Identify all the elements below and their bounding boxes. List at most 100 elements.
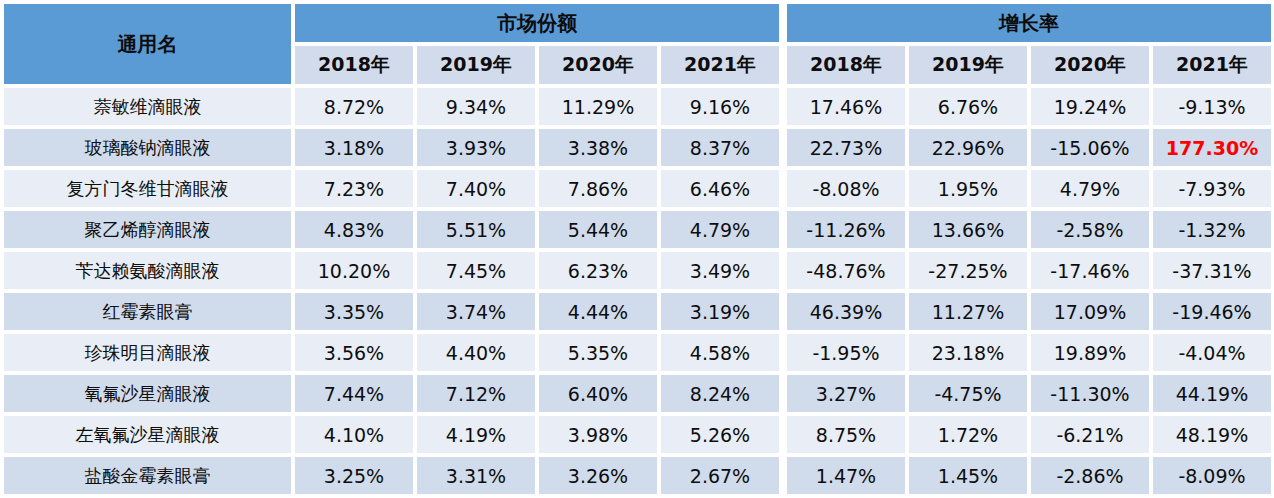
market-share-cell: 3.74%	[417, 293, 535, 330]
growth-rate-cell: 1.47%	[783, 457, 905, 494]
market-share-cell: 3.18%	[295, 129, 413, 166]
growth-rate-cell: -8.09%	[1153, 457, 1271, 494]
market-share-cell: 11.29%	[539, 88, 657, 125]
market-share-cell: 10.20%	[295, 252, 413, 289]
growth-rate-cell: -19.46%	[1153, 293, 1271, 330]
drug-name-cell: 聚乙烯醇滴眼液	[4, 211, 291, 248]
market-share-cell: 7.86%	[539, 170, 657, 207]
market-share-cell: 3.56%	[295, 334, 413, 371]
growth-rate-cell: 1.45%	[909, 457, 1027, 494]
growth-rate-cell: -11.26%	[783, 211, 905, 248]
table-body: 萘敏维滴眼液8.72%9.34%11.29%9.16%17.46%6.76%19…	[4, 88, 1271, 494]
market-share-cell: 3.25%	[295, 457, 413, 494]
growth-rate-cell: -27.25%	[909, 252, 1027, 289]
growth-rate-cell: 177.30%	[1153, 129, 1271, 166]
market-share-year-header: 2021年	[661, 46, 779, 84]
market-share-cell: 4.44%	[539, 293, 657, 330]
growth-rate-cell: -4.04%	[1153, 334, 1271, 371]
market-share-group-header: 市场份额	[295, 4, 779, 42]
growth-rate-cell: 13.66%	[909, 211, 1027, 248]
growth-rate-year-header: 2021年	[1153, 46, 1271, 84]
market-share-cell: 2.67%	[661, 457, 779, 494]
market-share-cell: 3.19%	[661, 293, 779, 330]
growth-rate-cell: 23.18%	[909, 334, 1027, 371]
growth-rate-cell: 17.46%	[783, 88, 905, 125]
market-share-cell: 6.23%	[539, 252, 657, 289]
table-row: 萘敏维滴眼液8.72%9.34%11.29%9.16%17.46%6.76%19…	[4, 88, 1271, 125]
growth-rate-cell: -15.06%	[1031, 129, 1149, 166]
drug-name-cell: 氧氟沙星滴眼液	[4, 375, 291, 412]
market-share-cell: 5.26%	[661, 416, 779, 453]
drug-name-cell: 复方门冬维甘滴眼液	[4, 170, 291, 207]
growth-rate-cell: -1.95%	[783, 334, 905, 371]
table-row: 氧氟沙星滴眼液7.44%7.12%6.40%8.24%3.27%-4.75%-1…	[4, 375, 1271, 412]
market-share-year-header: 2018年	[295, 46, 413, 84]
growth-rate-cell: -2.86%	[1031, 457, 1149, 494]
table-row: 聚乙烯醇滴眼液4.83%5.51%5.44%4.79%-11.26%13.66%…	[4, 211, 1271, 248]
growth-rate-group-header: 增长率	[783, 4, 1271, 42]
market-share-cell: 3.31%	[417, 457, 535, 494]
growth-rate-cell: -1.32%	[1153, 211, 1271, 248]
market-share-cell: 5.35%	[539, 334, 657, 371]
market-share-cell: 9.16%	[661, 88, 779, 125]
table-row: 玻璃酸钠滴眼液3.18%3.93%3.38%8.37%22.73%22.96%-…	[4, 129, 1271, 166]
growth-rate-cell: -48.76%	[783, 252, 905, 289]
market-share-cell: 5.44%	[539, 211, 657, 248]
market-share-cell: 3.49%	[661, 252, 779, 289]
market-share-cell: 3.26%	[539, 457, 657, 494]
drug-name-cell: 盐酸金霉素眼膏	[4, 457, 291, 494]
growth-rate-cell: 19.89%	[1031, 334, 1149, 371]
market-share-cell: 9.34%	[417, 88, 535, 125]
drug-name-cell: 玻璃酸钠滴眼液	[4, 129, 291, 166]
market-share-cell: 4.83%	[295, 211, 413, 248]
drug-name-cell: 红霉素眼膏	[4, 293, 291, 330]
growth-rate-cell: -2.58%	[1031, 211, 1149, 248]
growth-rate-year-header: 2019年	[909, 46, 1027, 84]
growth-rate-cell: 48.19%	[1153, 416, 1271, 453]
growth-rate-cell: -8.08%	[783, 170, 905, 207]
growth-rate-cell: 3.27%	[783, 375, 905, 412]
table-header: 通用名 市场份额 增长率 2018年 2019年 2020年 2021年 201…	[4, 4, 1271, 84]
group-header-row: 通用名 市场份额 增长率	[4, 4, 1271, 42]
market-share-cell: 4.10%	[295, 416, 413, 453]
growth-rate-cell: -11.30%	[1031, 375, 1149, 412]
growth-rate-cell: -7.93%	[1153, 170, 1271, 207]
market-share-cell: 3.38%	[539, 129, 657, 166]
market-share-cell: 8.24%	[661, 375, 779, 412]
growth-rate-cell: 6.76%	[909, 88, 1027, 125]
market-share-cell: 4.79%	[661, 211, 779, 248]
growth-rate-cell: 11.27%	[909, 293, 1027, 330]
table-row: 复方门冬维甘滴眼液7.23%7.40%7.86%6.46%-8.08%1.95%…	[4, 170, 1271, 207]
market-share-cell: 7.12%	[417, 375, 535, 412]
growth-rate-cell: 8.75%	[783, 416, 905, 453]
growth-rate-cell: -4.75%	[909, 375, 1027, 412]
table-row: 珍珠明目滴眼液3.56%4.40%5.35%4.58%-1.95%23.18%1…	[4, 334, 1271, 371]
market-share-cell: 6.40%	[539, 375, 657, 412]
growth-rate-cell: 1.95%	[909, 170, 1027, 207]
growth-rate-cell: 22.96%	[909, 129, 1027, 166]
market-share-cell: 3.98%	[539, 416, 657, 453]
growth-rate-cell: 46.39%	[783, 293, 905, 330]
market-share-cell: 7.44%	[295, 375, 413, 412]
drug-name-cell: 珍珠明目滴眼液	[4, 334, 291, 371]
growth-rate-year-header: 2020年	[1031, 46, 1149, 84]
growth-rate-cell: -37.31%	[1153, 252, 1271, 289]
market-share-cell: 7.23%	[295, 170, 413, 207]
market-share-cell: 5.51%	[417, 211, 535, 248]
growth-rate-cell: 44.19%	[1153, 375, 1271, 412]
drug-name-cell: 萘敏维滴眼液	[4, 88, 291, 125]
growth-rate-cell: 19.24%	[1031, 88, 1149, 125]
table-row: 盐酸金霉素眼膏3.25%3.31%3.26%2.67%1.47%1.45%-2.…	[4, 457, 1271, 494]
table-row: 苄达赖氨酸滴眼液10.20%7.45%6.23%3.49%-48.76%-27.…	[4, 252, 1271, 289]
growth-rate-cell: -6.21%	[1031, 416, 1149, 453]
table-row: 红霉素眼膏3.35%3.74%4.44%3.19%46.39%11.27%17.…	[4, 293, 1271, 330]
market-share-cell: 8.37%	[661, 129, 779, 166]
drug-name-cell: 左氧氟沙星滴眼液	[4, 416, 291, 453]
drug-market-table: 通用名 市场份额 增长率 2018年 2019年 2020年 2021年 201…	[0, 0, 1274, 498]
generic-name-header: 通用名	[4, 4, 291, 84]
growth-rate-cell: 22.73%	[783, 129, 905, 166]
growth-rate-cell: -17.46%	[1031, 252, 1149, 289]
growth-rate-cell: -9.13%	[1153, 88, 1271, 125]
market-share-cell: 3.93%	[417, 129, 535, 166]
table-row: 左氧氟沙星滴眼液4.10%4.19%3.98%5.26%8.75%1.72%-6…	[4, 416, 1271, 453]
